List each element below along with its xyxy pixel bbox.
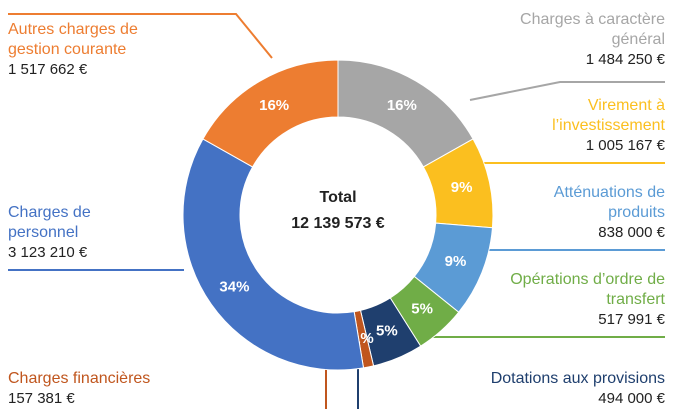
category-name: Dotations aux provisions (490, 370, 665, 387)
category-label: Virement à l’investissement 1 005 167 € (505, 96, 665, 156)
percent-label: 5% (411, 300, 433, 317)
category-name: Charges de personnel (8, 204, 91, 241)
category-name: Charges à caractère général (520, 11, 665, 48)
ring: 16%9%9%5%5%1%34%16% (182, 59, 494, 371)
percent-label: 9% (451, 179, 473, 196)
segment (202, 59, 339, 168)
segment (182, 138, 365, 371)
percent-label: 16% (259, 97, 289, 114)
category-name: Charges financières (8, 370, 151, 387)
category-name: Opérations d’ordre de transfert (510, 271, 665, 308)
center-title: Total (319, 189, 356, 206)
category-name: Atténuations de produits (553, 184, 665, 221)
amount-label: 1 484 250 € (585, 51, 665, 68)
percent-label: 16% (387, 97, 417, 114)
amount-label: 838 000 € (598, 224, 665, 241)
category-name: Virement à l’investissement (552, 97, 665, 134)
category-label: Opérations d’ordre de transfert 517 991 € (475, 270, 665, 330)
leader-lines (8, 13, 665, 409)
category-label: Atténuations de produits 838 000 € (505, 183, 665, 243)
percent-label: 5% (376, 323, 398, 340)
amount-label: 157 381 € (8, 390, 75, 407)
total-label: 12 139 573 € (291, 215, 385, 232)
category-label: Charges à caractère général 1 484 250 € (465, 10, 665, 70)
amount-label: 3 123 210 € (8, 244, 88, 261)
category-label: Charges financières 157 381 € (8, 369, 228, 409)
amount-label: 517 991 € (598, 311, 665, 328)
amount-label: 1 517 662 € (8, 61, 88, 78)
amount-label: 1 005 167 € (585, 137, 665, 154)
leader-line (8, 13, 273, 59)
percent-label: 9% (445, 253, 467, 270)
category-label: Charges de personnel 3 123 210 € (8, 203, 118, 263)
leader-line (469, 81, 665, 101)
amount-label: 494 000 € (598, 390, 665, 407)
percent-label: 34% (219, 279, 249, 296)
category-label: Autres charges de gestion courante 1 517 … (8, 20, 188, 80)
category-name: Autres charges de gestion courante (8, 21, 138, 58)
category-label: Dotations aux provisions 494 000 € (405, 369, 665, 409)
